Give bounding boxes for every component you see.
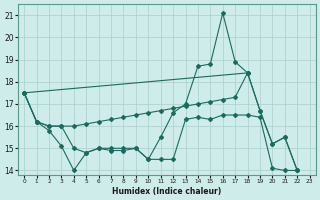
X-axis label: Humidex (Indice chaleur): Humidex (Indice chaleur) (112, 187, 221, 196)
